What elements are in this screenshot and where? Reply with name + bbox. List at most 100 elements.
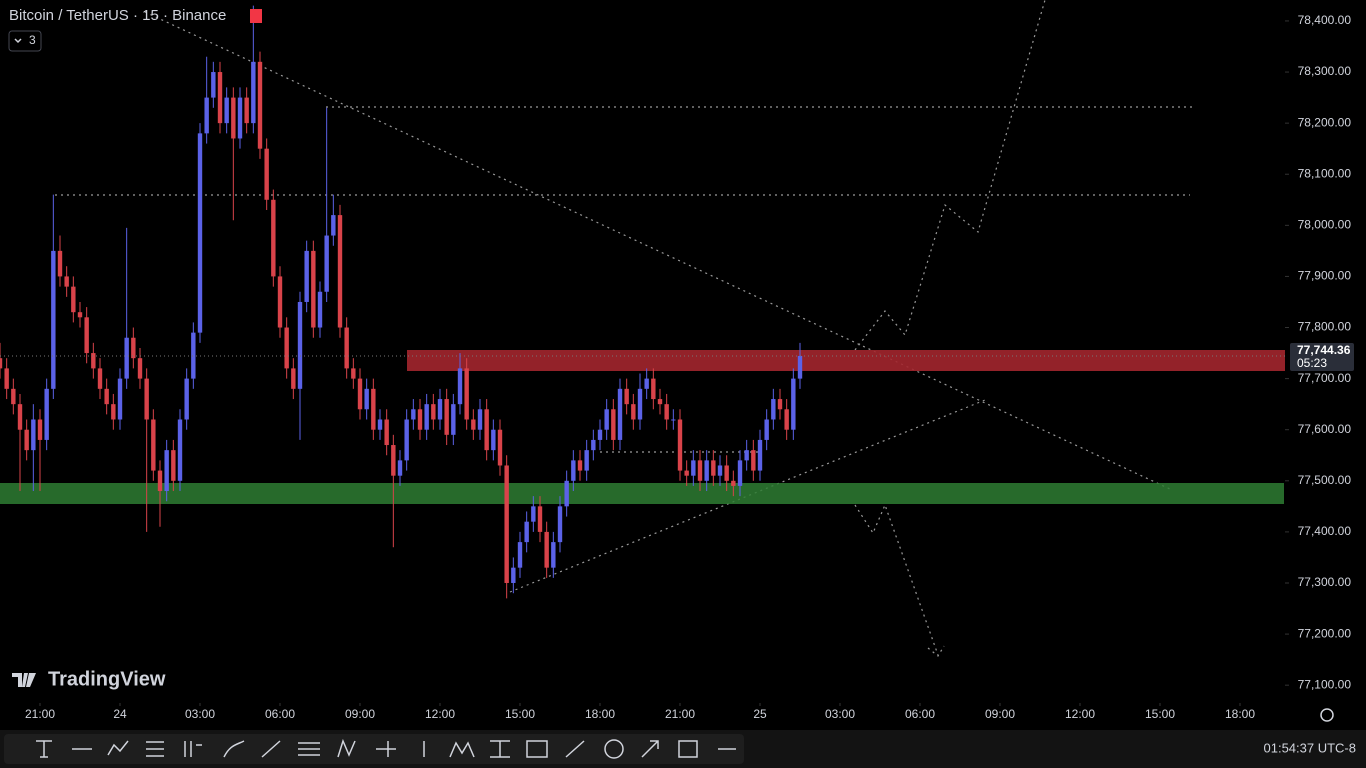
x-tick-label: 24 — [113, 707, 127, 721]
candle-body — [17, 404, 23, 430]
y-tick-label: 77,300.00 — [1298, 575, 1352, 589]
candle-body — [44, 388, 49, 440]
candle-body — [451, 404, 456, 435]
candle-body — [297, 301, 303, 389]
candle-body — [397, 460, 403, 476]
candle-body — [364, 388, 369, 410]
candle-body — [657, 399, 663, 405]
position-tool[interactable] — [184, 741, 202, 757]
x-tick-label: 09:00 — [985, 707, 1015, 721]
brush-tool[interactable] — [526, 740, 548, 758]
candle-body — [644, 378, 649, 389]
candle-body — [457, 368, 463, 405]
logo-mark — [12, 673, 36, 687]
candle-body — [337, 215, 343, 328]
rectangle-tool[interactable] — [678, 740, 698, 758]
candle-body — [4, 368, 9, 389]
symbol-title: Bitcoin / TetherUS · 15 · Binance — [9, 7, 226, 24]
candle-body — [51, 250, 56, 389]
curve-tool[interactable] — [223, 740, 245, 758]
candle-body — [464, 368, 469, 420]
candle-body — [744, 450, 749, 461]
settings-icon[interactable] — [1320, 708, 1334, 722]
fib-tool[interactable] — [146, 741, 164, 757]
candle-body — [704, 460, 709, 481]
candle-body — [711, 460, 716, 476]
candle-body — [157, 470, 163, 492]
indicator-badge[interactable] — [8, 30, 42, 52]
candle-body — [671, 419, 676, 421]
candle-body — [444, 399, 449, 435]
candle-body — [31, 419, 36, 451]
x-tick-label: 12:00 — [1065, 707, 1095, 721]
elliott-tool[interactable] — [449, 741, 475, 758]
flag-marker — [250, 9, 262, 23]
candle-body — [77, 312, 83, 318]
candle-body — [604, 409, 609, 430]
candle-body — [544, 531, 549, 568]
candle-body — [257, 61, 263, 149]
candle-body — [71, 286, 76, 313]
channel-tool[interactable] — [298, 742, 320, 756]
candle-body — [611, 409, 616, 440]
candle-body — [324, 235, 329, 292]
candle-body — [277, 276, 283, 328]
candle-body — [471, 419, 476, 430]
candle-body — [437, 399, 443, 420]
candle-body — [137, 358, 143, 379]
candle-body — [677, 419, 683, 471]
candle-body — [517, 542, 523, 568]
projection-tool[interactable] — [376, 741, 396, 757]
path-tool[interactable] — [107, 740, 129, 756]
candle-body — [0, 358, 3, 369]
candle-body — [557, 506, 563, 543]
y-tick-label: 77,600.00 — [1298, 422, 1352, 436]
candle-body — [797, 355, 803, 379]
x-tick-label: 21:00 — [25, 707, 55, 721]
shape-tool[interactable] — [604, 739, 624, 759]
candle-body — [231, 97, 236, 139]
last-price-label: 77,744.36 — [1297, 343, 1351, 357]
candle-body — [151, 419, 156, 471]
y-tick-label: 77,400.00 — [1298, 524, 1352, 538]
y-tick-label: 78,200.00 — [1298, 115, 1352, 129]
pattern-tool[interactable] — [337, 738, 356, 758]
candle-body — [197, 133, 203, 333]
candle-body — [777, 399, 783, 410]
candle-body — [417, 409, 423, 430]
x-tick-label: 03:00 — [825, 707, 855, 721]
arrow-tool[interactable] — [565, 740, 585, 758]
candle-body — [97, 368, 103, 389]
y-tick-label: 78,300.00 — [1298, 64, 1352, 78]
price-axis: 78,400.00 78,300.00 78,200.00 78,100.00 78,0… — [1285, 13, 1354, 691]
candle-body — [377, 419, 383, 430]
candle-body — [731, 480, 736, 486]
candle-body — [617, 388, 623, 440]
candle-body — [404, 419, 409, 461]
trend-line — [509, 399, 986, 593]
candle-body — [117, 378, 123, 420]
y-tick-label: 77,900.00 — [1298, 269, 1352, 283]
candle-body — [271, 199, 276, 277]
candle-body — [431, 404, 436, 420]
x-tick-label: 18:00 — [585, 707, 615, 721]
cycle-tool[interactable] — [490, 740, 510, 758]
candle-body — [357, 378, 363, 410]
projection-path — [854, 503, 939, 656]
text-tool[interactable] — [36, 740, 52, 758]
ray-tool[interactable] — [261, 740, 281, 758]
candle-body — [311, 250, 316, 328]
candle-body — [697, 460, 703, 481]
y-tick-label: 77,200.00 — [1298, 626, 1352, 640]
arrow-marker-tool[interactable] — [641, 740, 659, 758]
candle-body — [591, 439, 596, 451]
candle-body — [284, 327, 289, 369]
x-tick-label: 06:00 — [905, 707, 935, 721]
candle-body — [724, 465, 729, 481]
candle-body — [37, 419, 43, 440]
y-tick-label: 77,500.00 — [1298, 473, 1352, 487]
candle-body — [791, 378, 796, 430]
x-tick-label: 06:00 — [265, 707, 295, 721]
x-tick-label: 09:00 — [345, 707, 375, 721]
